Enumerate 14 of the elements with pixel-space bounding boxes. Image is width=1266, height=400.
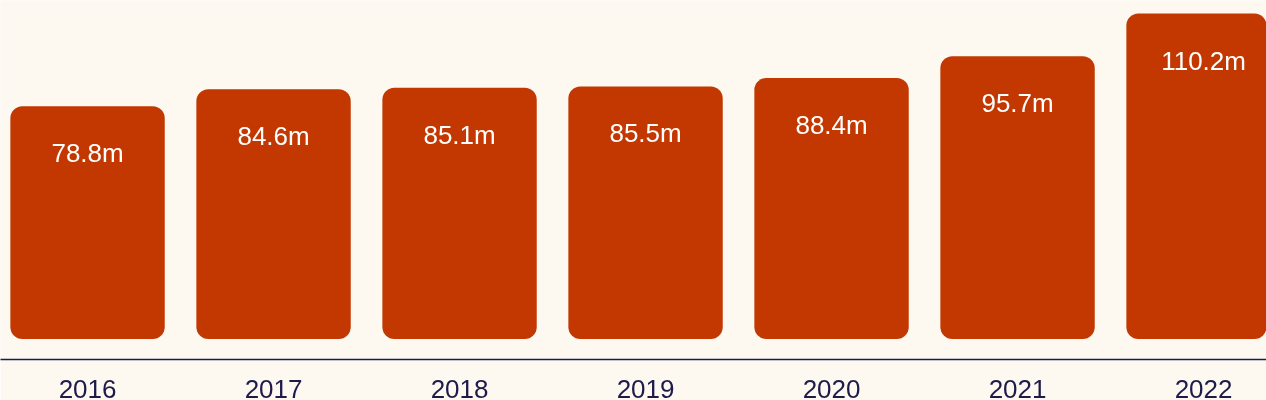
- x-tick-label: 2017: [244, 373, 303, 400]
- x-tick-label: 2019: [616, 373, 675, 400]
- x-tick-label: 2020: [802, 373, 861, 400]
- x-tick-label: 2021: [988, 373, 1047, 400]
- x-tick-label: 2016: [58, 373, 117, 400]
- data-label: 88.4m: [795, 109, 868, 140]
- x-tick-label: 2022: [1174, 373, 1233, 400]
- data-label: 84.6m: [237, 121, 310, 152]
- data-label: 110.2m: [1161, 45, 1246, 76]
- data-label: 85.1m: [423, 119, 496, 150]
- x-tick-label: 2018: [430, 373, 489, 400]
- data-label: 95.7m: [981, 88, 1054, 119]
- data-label: 78.8m: [51, 138, 124, 169]
- data-label: 85.5m: [609, 118, 682, 149]
